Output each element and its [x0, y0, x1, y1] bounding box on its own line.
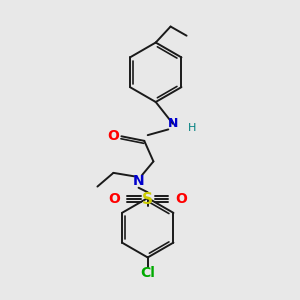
Text: S: S	[142, 192, 153, 207]
Text: O: O	[109, 192, 121, 206]
Text: H: H	[188, 123, 196, 133]
Text: Cl: Cl	[140, 266, 155, 280]
Text: O: O	[107, 129, 119, 143]
Text: N: N	[133, 174, 144, 188]
Text: N: N	[168, 117, 178, 130]
Text: O: O	[175, 192, 187, 206]
